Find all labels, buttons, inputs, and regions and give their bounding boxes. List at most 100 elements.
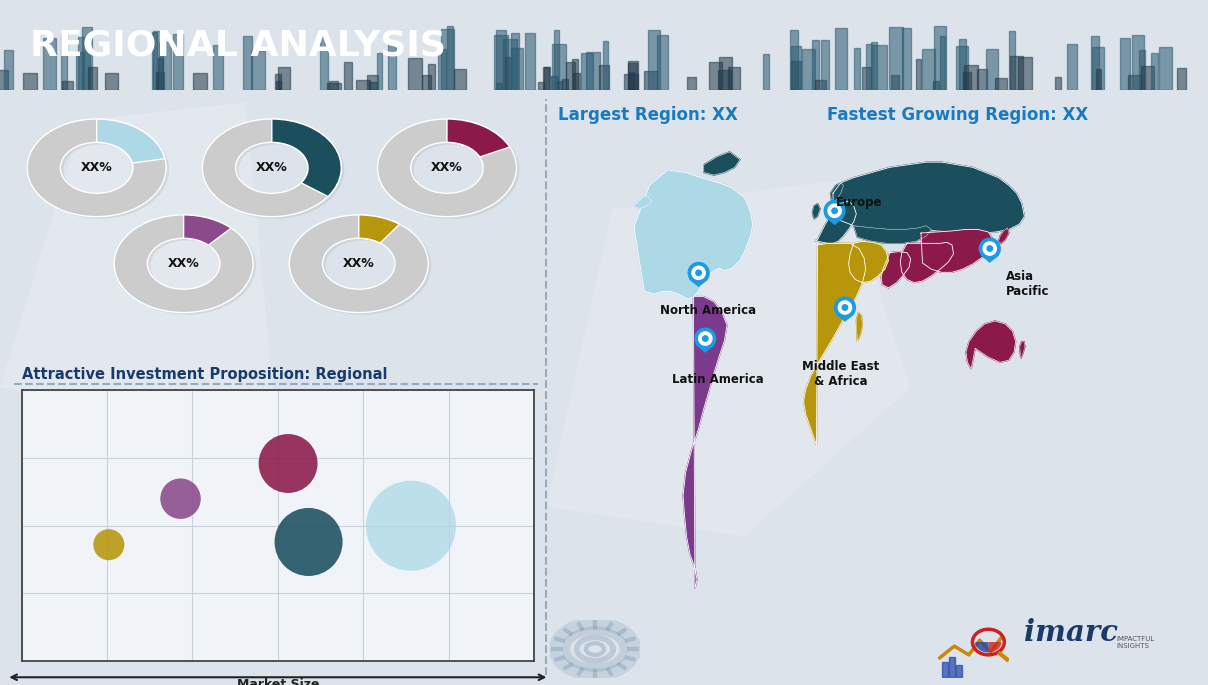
- Polygon shape: [854, 226, 931, 243]
- Bar: [275, 81, 281, 90]
- Polygon shape: [690, 279, 707, 286]
- Bar: [820, 40, 829, 90]
- Bar: [4, 50, 13, 90]
- Bar: [1091, 36, 1099, 90]
- Bar: [957, 665, 963, 677]
- Bar: [356, 79, 370, 90]
- Text: XX%: XX%: [168, 258, 199, 270]
- Bar: [815, 79, 826, 90]
- Bar: [581, 53, 593, 90]
- Bar: [1128, 75, 1140, 90]
- Circle shape: [835, 297, 855, 318]
- Circle shape: [696, 270, 702, 275]
- Bar: [454, 69, 466, 90]
- Bar: [763, 54, 769, 90]
- Bar: [599, 65, 609, 90]
- Bar: [551, 76, 558, 90]
- Bar: [565, 62, 575, 90]
- Circle shape: [983, 242, 997, 255]
- Polygon shape: [546, 179, 910, 536]
- Bar: [250, 51, 265, 90]
- Bar: [687, 77, 696, 90]
- Circle shape: [692, 266, 705, 279]
- Polygon shape: [966, 321, 1016, 369]
- Circle shape: [980, 238, 1000, 259]
- Text: imarc: imarc: [1024, 619, 1119, 647]
- Wedge shape: [988, 642, 1001, 653]
- Bar: [524, 33, 535, 90]
- Polygon shape: [848, 241, 888, 283]
- Bar: [861, 66, 871, 90]
- Bar: [428, 64, 435, 90]
- Wedge shape: [117, 217, 256, 314]
- Circle shape: [835, 297, 855, 319]
- Bar: [0, 71, 8, 90]
- Bar: [193, 73, 207, 90]
- Circle shape: [695, 328, 715, 349]
- Wedge shape: [290, 215, 428, 312]
- Bar: [1177, 68, 1186, 90]
- Bar: [657, 35, 668, 90]
- Text: Attractive Investment Proposition: Regional: Attractive Investment Proposition: Regio…: [22, 367, 388, 382]
- Polygon shape: [1020, 342, 1024, 359]
- Bar: [87, 67, 97, 90]
- Circle shape: [689, 263, 709, 284]
- Bar: [244, 36, 251, 90]
- Bar: [940, 36, 945, 90]
- Bar: [922, 49, 935, 90]
- Text: XX%: XX%: [81, 162, 112, 174]
- Bar: [173, 34, 182, 90]
- Circle shape: [825, 201, 846, 221]
- Circle shape: [832, 208, 837, 214]
- Text: Fastest Growing Region: XX: Fastest Growing Region: XX: [827, 106, 1088, 124]
- Bar: [77, 37, 89, 90]
- Bar: [494, 35, 509, 90]
- Bar: [571, 59, 577, 90]
- Polygon shape: [683, 297, 727, 589]
- Bar: [105, 73, 118, 90]
- X-axis label: Market Size: Market Size: [237, 677, 319, 685]
- Bar: [1096, 69, 1102, 90]
- Bar: [959, 39, 965, 90]
- Polygon shape: [900, 242, 953, 283]
- Bar: [791, 61, 801, 90]
- Bar: [23, 73, 36, 90]
- Bar: [557, 82, 562, 90]
- Polygon shape: [856, 312, 863, 342]
- Bar: [623, 74, 638, 90]
- Bar: [327, 83, 341, 90]
- Bar: [278, 67, 290, 90]
- Wedge shape: [205, 121, 344, 219]
- Bar: [213, 45, 223, 90]
- Bar: [644, 71, 657, 90]
- Bar: [76, 52, 83, 90]
- Wedge shape: [272, 119, 341, 197]
- Bar: [892, 75, 899, 90]
- Bar: [153, 31, 163, 90]
- Bar: [1120, 38, 1129, 90]
- Bar: [330, 81, 337, 90]
- Bar: [42, 38, 56, 90]
- Polygon shape: [815, 201, 856, 243]
- Circle shape: [824, 201, 844, 221]
- Wedge shape: [97, 119, 164, 163]
- Polygon shape: [981, 255, 999, 262]
- Bar: [647, 30, 661, 90]
- Wedge shape: [381, 121, 519, 219]
- Bar: [872, 45, 887, 90]
- Wedge shape: [184, 215, 231, 245]
- Bar: [586, 52, 600, 90]
- Bar: [964, 65, 978, 90]
- Bar: [159, 42, 172, 90]
- Bar: [1092, 47, 1104, 90]
- Circle shape: [827, 204, 841, 217]
- Bar: [719, 57, 732, 90]
- Polygon shape: [826, 217, 843, 224]
- Bar: [949, 657, 956, 677]
- Bar: [320, 36, 329, 90]
- Bar: [422, 75, 431, 90]
- Bar: [504, 38, 517, 90]
- Text: XX%: XX%: [256, 162, 288, 174]
- Bar: [1010, 56, 1023, 90]
- Polygon shape: [634, 170, 753, 299]
